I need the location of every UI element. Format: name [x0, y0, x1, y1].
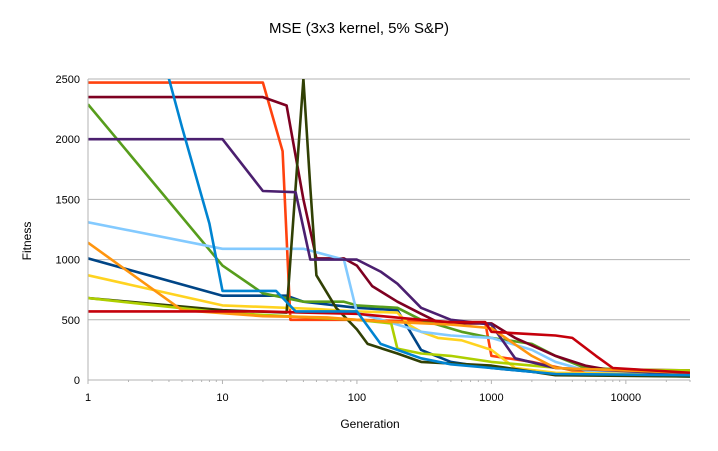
series-line-11 [88, 310, 690, 375]
series-line-10 [88, 241, 690, 375]
series-line-4 [88, 103, 690, 373]
x-tick-label: 1 [85, 392, 91, 404]
y-tick-label: 1000 [56, 255, 80, 267]
chart-title: MSE (3x3 kernel, 5% S&P) [269, 20, 449, 37]
x-tick-label: 100 [348, 392, 366, 404]
y-tick-label: 2000 [56, 134, 80, 146]
series-lines [88, 79, 690, 378]
series-line-9 [88, 137, 690, 376]
y-axis-title: Fitness [20, 222, 34, 261]
x-tick-label: 10000 [611, 392, 642, 404]
x-tick-label: 10 [216, 392, 228, 404]
axes [87, 79, 691, 384]
series-line-2 [88, 81, 690, 375]
x-axis-title: Generation [340, 417, 399, 431]
y-tick-label: 500 [62, 315, 80, 327]
series-line-6 [88, 221, 690, 375]
gridlines [88, 78, 690, 381]
y-tick-label: 0 [74, 375, 80, 387]
series-line-5 [88, 95, 690, 372]
series-line-12 [167, 79, 690, 377]
tick-labels: 0 500 1000 1500 2000 2500 1 10 100 1000 10000 [56, 74, 642, 404]
y-tick-label: 2500 [56, 74, 80, 86]
series-line-7 [88, 79, 690, 378]
x-tick-label: 1000 [479, 392, 503, 404]
y-tick-label: 1500 [56, 194, 80, 206]
